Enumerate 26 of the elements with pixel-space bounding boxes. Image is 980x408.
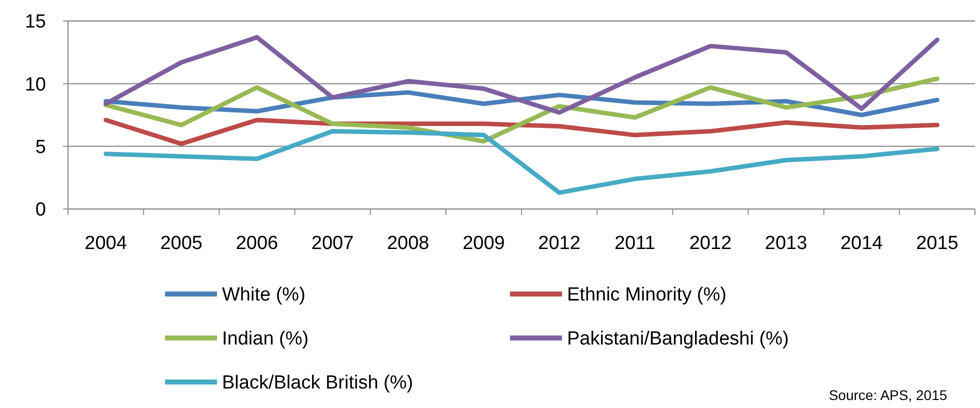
x-tick-label: 2012 (538, 233, 580, 254)
y-tick-label: 10 (24, 74, 46, 96)
legend-label: Pakistani/Bangladeshi (%) (567, 328, 789, 350)
legend-label: Black/Black British (%) (222, 372, 414, 394)
legend-label: Indian (%) (222, 328, 309, 350)
legend-label: White (%) (222, 284, 306, 306)
x-tick-label: 2007 (311, 233, 354, 254)
x-tick-label: 2006 (236, 233, 278, 254)
line-series (104, 76, 940, 144)
x-tick-label: 2008 (386, 233, 430, 254)
line-series (104, 118, 940, 146)
source-note: Source: APS, 2015 (828, 387, 948, 403)
y-tick-label: 15 (24, 12, 46, 33)
x-tick-label: 2011 (614, 233, 656, 254)
x-tick-label: 2005 (160, 233, 203, 254)
legend-label: Ethnic Minority (%) (567, 284, 726, 306)
y-tick-label: 5 (35, 136, 46, 158)
x-tick-label: 2015 (916, 233, 958, 254)
x-tick-label: 2013 (764, 233, 808, 254)
x-tick-label: 2009 (462, 233, 505, 254)
line-series (104, 129, 940, 195)
x-tick-label: 2004 (84, 233, 128, 254)
x-tick-label: 2012 (689, 233, 732, 254)
x-tick-label: 2014 (840, 233, 884, 254)
y-tick-label: 0 (35, 200, 46, 221)
line-series (104, 35, 940, 115)
